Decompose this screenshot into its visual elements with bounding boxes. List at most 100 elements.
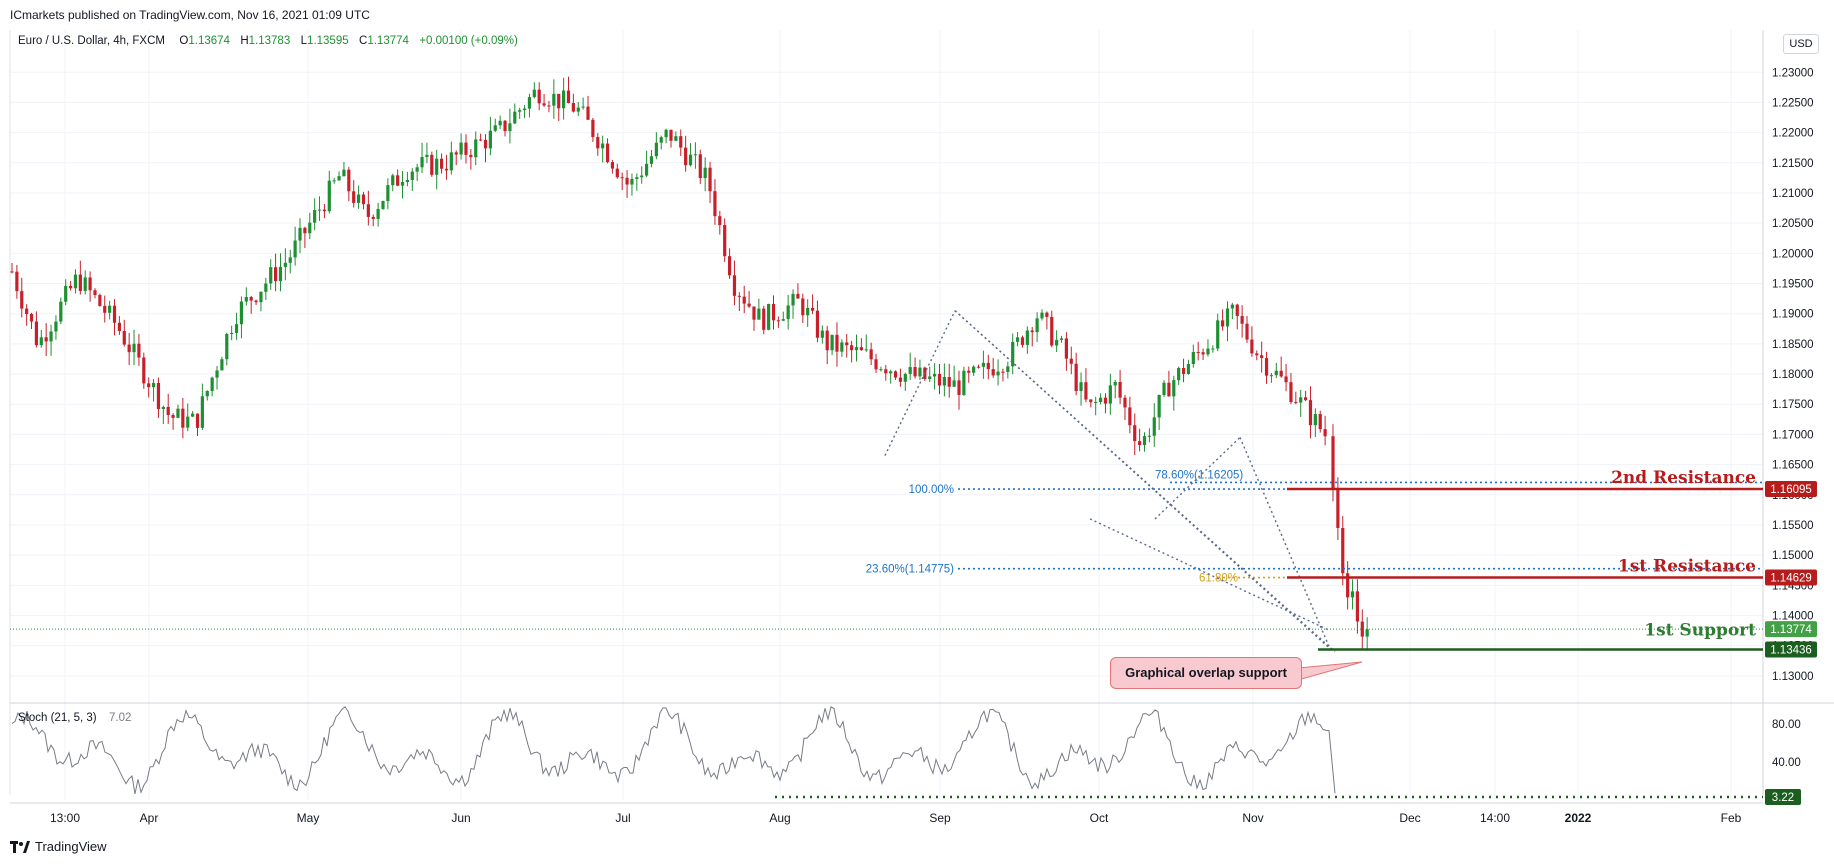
overlays: 100.00%78.60%(1.16205)23.60%(1.14775)61.… bbox=[10, 310, 1763, 653]
candle-body bbox=[132, 343, 136, 353]
candle-body bbox=[737, 295, 741, 297]
price-badge bbox=[1765, 569, 1817, 586]
candle-body bbox=[610, 162, 615, 169]
candle-body bbox=[1142, 436, 1147, 446]
candle-body bbox=[405, 179, 409, 183]
candle-body bbox=[171, 415, 175, 418]
candle-body bbox=[1064, 338, 1068, 359]
stoch-line[interactable] bbox=[11, 706, 1336, 795]
candle-body bbox=[986, 362, 990, 370]
time-tick-label: 13:00 bbox=[50, 811, 80, 825]
open-value: 1.13674 bbox=[188, 35, 230, 47]
pattern-trendline[interactable] bbox=[954, 310, 1336, 653]
candle-body bbox=[464, 142, 468, 155]
candle-body bbox=[620, 177, 624, 179]
pattern-trendline[interactable] bbox=[884, 310, 956, 456]
candle-body bbox=[230, 332, 234, 334]
currency-button[interactable]: USD bbox=[1783, 34, 1819, 54]
price-tick-label: 1.17000 bbox=[1772, 429, 1814, 441]
candle-body bbox=[88, 277, 92, 291]
candle-body bbox=[1299, 397, 1303, 403]
candle-body bbox=[957, 380, 961, 395]
time-tick-label: 2022 bbox=[1565, 811, 1592, 825]
candle-body bbox=[1294, 402, 1298, 404]
candles[interactable] bbox=[10, 76, 1369, 649]
candle-body bbox=[400, 182, 405, 186]
candle-body bbox=[693, 154, 698, 156]
price-badge-label: 1.13436 bbox=[1770, 645, 1812, 657]
candle-body bbox=[1341, 527, 1345, 574]
candle-body bbox=[596, 137, 600, 149]
candle-body bbox=[410, 171, 414, 180]
candle-body bbox=[562, 90, 566, 109]
candle-body bbox=[278, 266, 283, 282]
candle-body bbox=[68, 285, 73, 289]
candle-body bbox=[879, 369, 883, 371]
candle-body bbox=[781, 319, 785, 321]
price-tick-label: 1.14000 bbox=[1772, 610, 1814, 622]
candle-body bbox=[1167, 382, 1171, 397]
candle-body bbox=[151, 382, 156, 388]
candle-body bbox=[54, 321, 58, 332]
candle-body bbox=[1118, 381, 1122, 398]
candle-body bbox=[586, 106, 590, 120]
footer-brand[interactable]: TradingView bbox=[10, 839, 107, 854]
candle-body bbox=[874, 359, 878, 370]
candle-body bbox=[747, 303, 751, 307]
candle-body bbox=[649, 156, 654, 164]
candle-body bbox=[1255, 353, 1259, 356]
candle-body bbox=[708, 167, 712, 192]
candle-body bbox=[513, 111, 517, 124]
candle-body bbox=[1323, 429, 1327, 437]
price-axis[interactable]: 1.23000 1.22500 1.22000 1.21500 1.21000 1.205… bbox=[1772, 67, 1814, 683]
candle-body bbox=[928, 376, 932, 380]
candle-body bbox=[435, 158, 439, 175]
price-tick-label: 1.22500 bbox=[1772, 97, 1814, 109]
candle-body bbox=[1162, 382, 1166, 396]
candle-body bbox=[1074, 363, 1078, 392]
candle-body bbox=[474, 139, 478, 158]
low-value: 1.13595 bbox=[307, 35, 349, 47]
footer-brand-text: TradingView bbox=[35, 839, 107, 854]
candle-body bbox=[1181, 368, 1186, 375]
stoch-legend: Stoch (21, 5, 3) 7.02 bbox=[18, 712, 131, 724]
candle-body bbox=[454, 152, 458, 155]
candle-body bbox=[29, 313, 34, 322]
candle-body bbox=[1230, 304, 1234, 309]
stoch-tick-label: 80.00 bbox=[1772, 719, 1801, 731]
candle-body bbox=[776, 320, 780, 322]
candle-body bbox=[825, 330, 829, 351]
candle-body bbox=[635, 177, 639, 179]
candle-body bbox=[293, 240, 297, 258]
candle-body bbox=[713, 191, 717, 217]
candle-body bbox=[59, 301, 63, 322]
candle-body bbox=[64, 285, 68, 302]
candle-body bbox=[630, 178, 634, 185]
pattern-trendline[interactable] bbox=[1239, 437, 1331, 649]
candle-body bbox=[1355, 591, 1360, 622]
candle-body bbox=[78, 274, 82, 291]
pattern-trendline[interactable] bbox=[954, 310, 1331, 650]
pattern-trendline[interactable] bbox=[1089, 518, 1331, 632]
stochastic-pane[interactable]: 3.22 bbox=[11, 706, 1801, 805]
candle-body bbox=[127, 344, 131, 353]
candle-body bbox=[771, 303, 776, 321]
candle-body bbox=[1206, 348, 1210, 355]
candle-body bbox=[1084, 382, 1088, 400]
symbol-title[interactable]: Euro / U.S. Dollar, 4h, FXCM bbox=[18, 35, 165, 47]
candle-body bbox=[532, 89, 536, 98]
candle-body bbox=[1108, 385, 1112, 404]
candle-body bbox=[366, 204, 370, 217]
candle-body bbox=[137, 343, 141, 358]
ohlc-legend: Euro / U.S. Dollar, 4h, FXCM O1.13674 H1… bbox=[18, 35, 518, 47]
price-tick-label: 1.15000 bbox=[1772, 550, 1814, 562]
price-tick-label: 1.21000 bbox=[1772, 188, 1814, 200]
candle-body bbox=[918, 367, 922, 377]
stoch-title[interactable]: Stoch (21, 5, 3) bbox=[18, 712, 97, 724]
candle-body bbox=[1196, 352, 1200, 354]
candle-body bbox=[220, 359, 224, 371]
time-axis[interactable]: 13:00 Apr May Jun Jul Aug Sep Oct Nov Dec 14:00 202… bbox=[50, 811, 1742, 825]
candle-body bbox=[552, 93, 556, 106]
candle-body bbox=[703, 167, 707, 179]
